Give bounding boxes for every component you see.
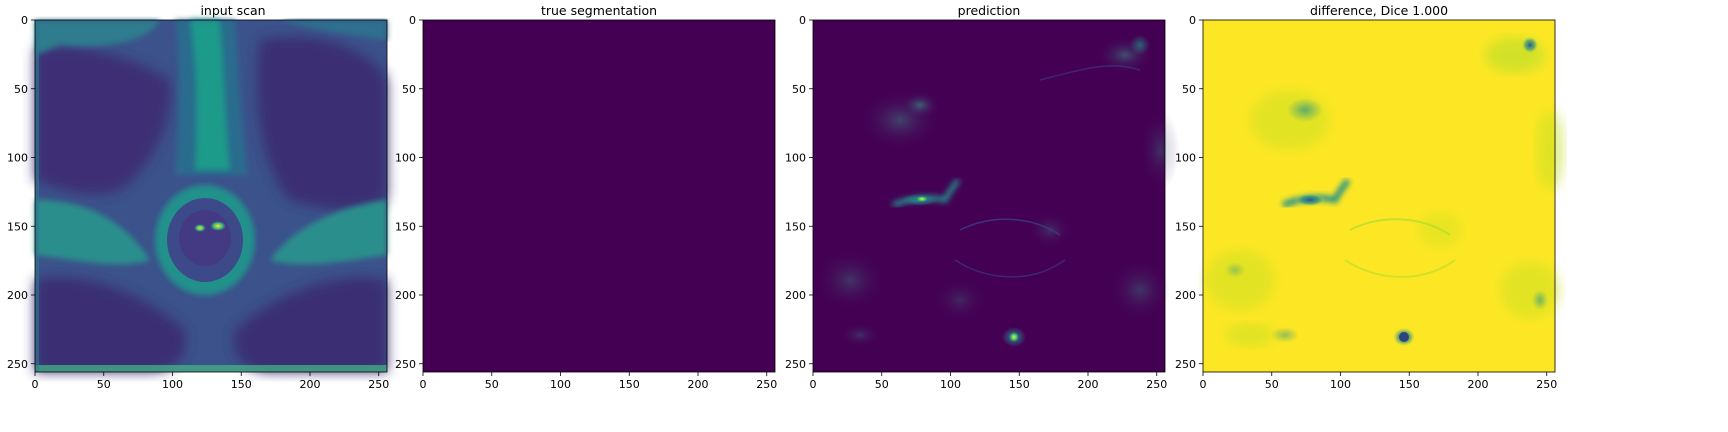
x-tick-label: 0 <box>810 378 817 391</box>
y-tick-label: 150 <box>785 220 806 233</box>
y-axis <box>419 19 423 365</box>
y-tick-label: 250 <box>785 358 806 371</box>
image-prediction <box>813 20 1180 372</box>
y-tick-label: 100 <box>395 152 416 165</box>
x-tick-label: 0 <box>1200 378 1207 391</box>
x-tick-label: 0 <box>420 378 427 391</box>
image-input-scan <box>35 20 387 372</box>
x-tick-label: 200 <box>1078 378 1099 391</box>
x-tick-label: 150 <box>1399 378 1420 391</box>
x-tick-label: 100 <box>162 378 183 391</box>
axes-frame <box>34 19 388 373</box>
y-axis <box>809 19 813 365</box>
y-tick-label: 150 <box>395 220 416 233</box>
x-tick-label: 200 <box>688 378 709 391</box>
image-difference <box>1203 20 1564 372</box>
y-tick-label: 100 <box>1175 152 1196 165</box>
x-tick-label: 250 <box>368 378 389 391</box>
panel-title: difference, Dice 1.000 <box>1310 3 1448 18</box>
y-tick-label: 200 <box>7 289 28 302</box>
y-axis <box>1199 19 1203 365</box>
y-tick-label: 0 <box>799 14 806 27</box>
panel-title: input scan <box>200 3 265 18</box>
x-tick-label: 150 <box>231 378 252 391</box>
x-tick-label: 0 <box>32 378 39 391</box>
x-tick-label: 200 <box>300 378 321 391</box>
x-tick-label: 100 <box>550 378 571 391</box>
x-tick-label: 250 <box>1536 378 1557 391</box>
y-tick-label: 250 <box>7 358 28 371</box>
axes-frame <box>812 19 1166 373</box>
y-tick-label: 0 <box>21 14 28 27</box>
x-tick-label: 200 <box>1468 378 1489 391</box>
x-tick-label: 250 <box>1146 378 1167 391</box>
y-tick-label: 100 <box>7 152 28 165</box>
y-tick-labels: 0 50 100 150 200 250 <box>785 14 806 371</box>
x-tick-label: 50 <box>97 378 111 391</box>
y-tick-labels: 0 50 100 150 200 250 <box>395 14 416 371</box>
x-axis <box>34 372 380 376</box>
panel-prediction: prediction <box>785 3 1180 391</box>
panel-difference: difference, Dice 1.000 <box>1175 3 1564 391</box>
y-tick-labels: 0 50 100 150 200 250 <box>7 14 28 371</box>
x-tick-label: 100 <box>1330 378 1351 391</box>
panel-true-segmentation: true segmentation 0 50 100 150 200 250 <box>395 3 777 391</box>
y-tick-label: 50 <box>1182 83 1196 96</box>
panel-input-scan: input scan <box>7 3 389 391</box>
panel-title: true segmentation <box>541 3 657 18</box>
y-tick-label: 250 <box>1175 358 1196 371</box>
y-tick-label: 50 <box>14 83 28 96</box>
x-axis <box>812 372 1158 376</box>
y-tick-label: 200 <box>1175 289 1196 302</box>
x-tick-labels: 0 50 100 150 200 250 <box>32 378 390 391</box>
x-tick-labels: 0 50 100 150 200 250 <box>810 378 1168 391</box>
x-tick-label: 50 <box>875 378 889 391</box>
y-tick-label: 200 <box>785 289 806 302</box>
y-axis <box>31 19 35 365</box>
x-tick-labels: 0 50 100 150 200 250 <box>1200 378 1558 391</box>
y-tick-label: 50 <box>402 83 416 96</box>
y-tick-label: 50 <box>792 83 806 96</box>
x-tick-labels: 0 50 100 150 200 250 <box>420 378 778 391</box>
panel-title: prediction <box>958 3 1021 18</box>
x-axis <box>422 372 768 376</box>
y-tick-label: 150 <box>1175 220 1196 233</box>
x-tick-label: 250 <box>756 378 777 391</box>
x-tick-label: 50 <box>1265 378 1279 391</box>
y-tick-label: 150 <box>7 220 28 233</box>
axes-frame <box>422 19 776 373</box>
image-true-segmentation <box>423 20 775 372</box>
axes-frame <box>1202 19 1556 373</box>
y-tick-label: 0 <box>409 14 416 27</box>
x-tick-label: 150 <box>1009 378 1030 391</box>
x-tick-label: 100 <box>940 378 961 391</box>
y-tick-label: 200 <box>395 289 416 302</box>
y-tick-labels: 0 50 100 150 200 250 <box>1175 14 1196 371</box>
y-tick-label: 100 <box>785 152 806 165</box>
y-tick-label: 0 <box>1189 14 1196 27</box>
x-axis <box>1202 372 1548 376</box>
x-tick-label: 50 <box>485 378 499 391</box>
y-tick-label: 250 <box>395 358 416 371</box>
x-tick-label: 150 <box>619 378 640 391</box>
